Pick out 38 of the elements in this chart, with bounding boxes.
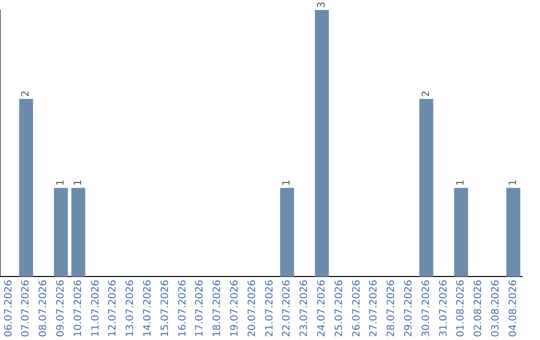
x-tick-label: 04.08.2026 bbox=[508, 280, 519, 338]
x-tick-label: 02.08.2026 bbox=[473, 280, 484, 338]
data-label: 3 bbox=[316, 2, 328, 8]
x-tick-label: 13.07.2026 bbox=[125, 280, 136, 338]
x-tick-label: 23.07.2026 bbox=[299, 280, 310, 338]
x-tick-label: 01.08.2026 bbox=[456, 280, 467, 338]
x-tick-label: 20.07.2026 bbox=[246, 280, 258, 338]
x-tick-label: 31.07.2026 bbox=[438, 280, 450, 338]
x-tick-label: 22.07.2026 bbox=[282, 280, 293, 338]
x-tick-label: 07.07.2026 bbox=[20, 280, 32, 338]
x-tick-label: 30.07.2026 bbox=[420, 280, 432, 338]
x-tick-label: 28.07.2026 bbox=[386, 280, 398, 338]
x-tick-label: 27.07.2026 bbox=[368, 280, 380, 338]
x-tick-label: 14.07.2026 bbox=[142, 280, 154, 338]
data-label: 1 bbox=[72, 179, 84, 186]
x-tick-label: 17.07.2026 bbox=[194, 280, 206, 338]
x-tick-label: 12.07.2026 bbox=[108, 280, 119, 338]
x-tick-label: 10.07.2026 bbox=[72, 280, 84, 338]
data-label: 1 bbox=[456, 179, 467, 186]
x-tick-label: 29.07.2026 bbox=[403, 280, 414, 338]
x-tick-label: 11.07.2026 bbox=[90, 280, 102, 338]
x-tick-label: 19.07.2026 bbox=[229, 280, 240, 338]
x-tick-label: 15.07.2026 bbox=[160, 280, 171, 338]
x-tick-label: 25.07.2026 bbox=[334, 280, 345, 338]
x-tick-label: 18.07.2026 bbox=[212, 280, 224, 338]
x-tick-label: 03.08.2026 bbox=[490, 280, 502, 338]
x-tick-label: 21.07.2026 bbox=[264, 280, 276, 338]
x-tick-label: 24.07.2026 bbox=[316, 280, 328, 338]
x-tick-label: 09.07.2026 bbox=[55, 280, 66, 338]
x-tick-label: 06.07.2026 bbox=[3, 280, 14, 338]
data-label: 1 bbox=[508, 179, 519, 186]
x-tick-label: 26.07.2026 bbox=[351, 280, 362, 338]
data-label: 1 bbox=[282, 179, 293, 186]
x-tick-label: 08.07.2026 bbox=[38, 280, 50, 338]
data-label: 1 bbox=[55, 179, 66, 186]
data-label: 2 bbox=[20, 90, 32, 97]
data-label: 2 bbox=[420, 90, 432, 97]
x-tick-label: 16.07.2026 bbox=[177, 280, 188, 338]
